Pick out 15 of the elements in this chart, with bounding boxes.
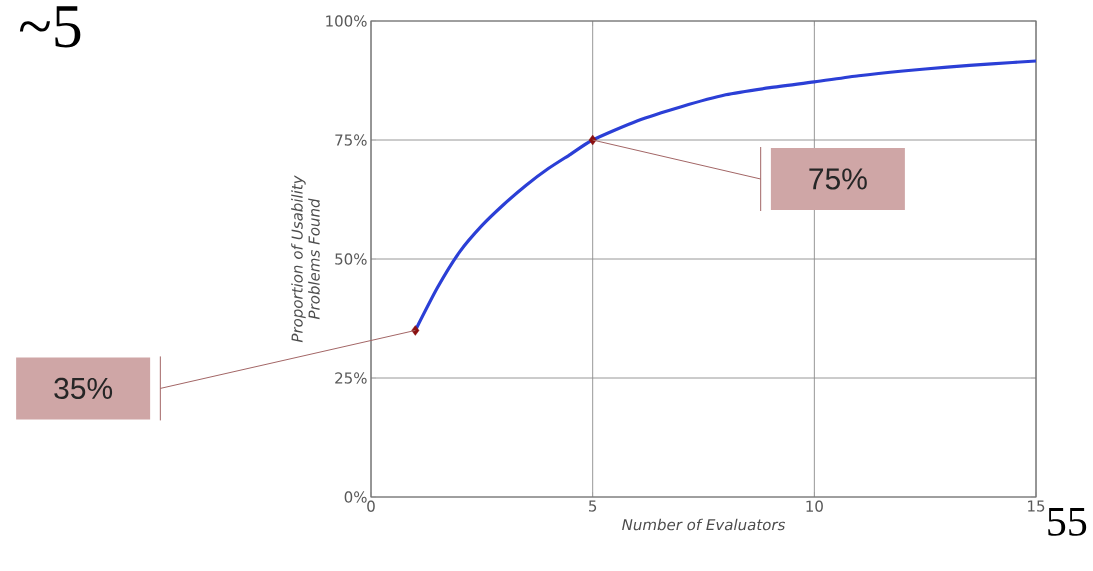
x-tick-label: 5: [589, 500, 597, 512]
y-tick-label: 100%: [326, 15, 367, 27]
text: 55: [1048, 507, 1087, 536]
y-tick-label: 0%: [344, 491, 367, 503]
text: 35%: [54, 377, 113, 400]
chart-title: ~5: [19, 6, 81, 48]
x-tick-label: 10: [806, 500, 823, 512]
x-tick-label: 0: [367, 500, 375, 512]
y-axis-title: Proportion of Usability Problems Found: [291, 175, 320, 343]
y-tick-label: 50%: [335, 253, 367, 265]
x-axis-title: Number of Evaluators: [622, 518, 786, 531]
annotation: 75%: [809, 168, 867, 190]
y-tick-label: 25%: [335, 372, 367, 384]
y-tick-label: 75%: [335, 134, 367, 146]
x-tick-label: 15: [1028, 500, 1045, 512]
